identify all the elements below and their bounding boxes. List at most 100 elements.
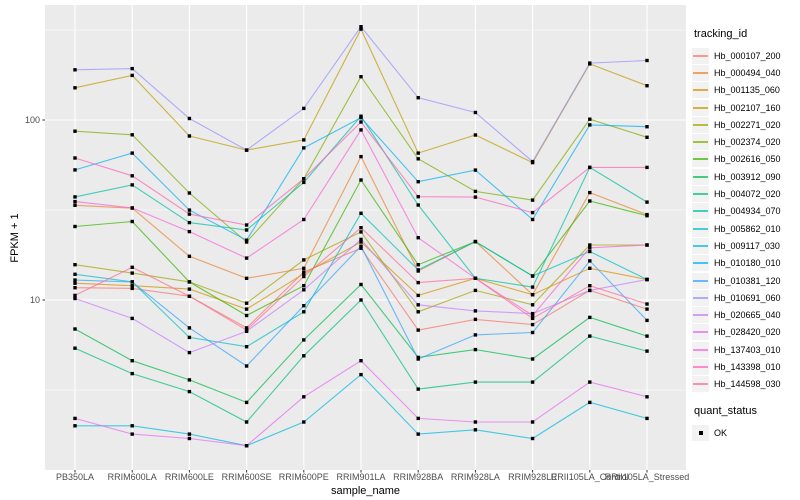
legend-key xyxy=(692,220,709,237)
quant-status-label: OK xyxy=(714,427,728,438)
data-point xyxy=(588,315,592,320)
data-point xyxy=(473,420,478,424)
data-point xyxy=(473,195,478,199)
data-point xyxy=(588,199,592,203)
data-point xyxy=(73,416,77,421)
legend-key xyxy=(692,116,709,133)
data-point xyxy=(302,274,306,279)
legend-color-line-icon xyxy=(693,262,708,265)
legend-label: Hb_143398_010 xyxy=(714,361,781,372)
data-point xyxy=(645,302,649,306)
legend-color-line-icon xyxy=(693,158,708,161)
data-point xyxy=(473,317,478,322)
legend-label: Hb_003912_090 xyxy=(714,171,781,182)
legend: tracking_id Hb_000107_200 Hb_000494_040 Hb… xyxy=(692,28,800,441)
data-point xyxy=(244,301,249,305)
legend-key xyxy=(692,237,709,254)
data-point xyxy=(302,284,306,288)
data-point xyxy=(244,228,249,232)
ok-marker-key xyxy=(692,424,709,441)
legend-item-Hb_002616_050: Hb_002616_050 xyxy=(692,151,800,168)
data-point xyxy=(473,276,478,280)
data-point xyxy=(473,110,478,115)
legend-key xyxy=(692,289,709,306)
legend-item-Hb_002107_160: Hb_002107_160 xyxy=(692,99,800,116)
quant-status-item: OK xyxy=(692,424,800,441)
legend-key xyxy=(692,376,709,393)
data-point xyxy=(359,237,363,242)
legend-item-Hb_003912_090: Hb_003912_090 xyxy=(692,168,800,185)
data-point xyxy=(73,195,77,199)
data-point xyxy=(416,195,420,199)
legend-item-Hb_143398_010: Hb_143398_010 xyxy=(692,358,800,375)
legend-label: Hb_028420_020 xyxy=(714,327,781,338)
data-point xyxy=(588,117,592,121)
data-point xyxy=(302,420,306,424)
data-point xyxy=(302,395,306,399)
legend-key xyxy=(692,186,709,203)
legend-label: Hb_010381_120 xyxy=(714,275,781,286)
data-point xyxy=(588,288,592,293)
legend-label: Hb_002107_160 xyxy=(714,102,781,113)
legend-key xyxy=(692,203,709,220)
legend-label: Hb_009117_030 xyxy=(714,240,780,251)
data-point xyxy=(416,432,420,436)
data-point xyxy=(473,428,478,432)
data-point xyxy=(588,165,592,170)
legend-item-Hb_004934_070: Hb_004934_070 xyxy=(692,203,800,220)
data-point xyxy=(130,424,134,428)
data-point xyxy=(187,432,192,436)
data-point xyxy=(588,284,592,288)
data-point xyxy=(416,357,420,361)
legend-label: Hb_144598_030 xyxy=(714,379,781,390)
data-point xyxy=(588,380,592,384)
data-point xyxy=(244,148,249,152)
legend-item-Hb_010691_060: Hb_010691_060 xyxy=(692,289,800,306)
data-point xyxy=(473,189,478,194)
data-point xyxy=(302,180,306,185)
legend-color-line-icon xyxy=(693,89,708,92)
data-point xyxy=(187,191,192,195)
data-point xyxy=(187,134,192,138)
data-point xyxy=(473,239,478,244)
legend-color-line-icon xyxy=(693,54,708,57)
data-point xyxy=(645,243,649,247)
data-point xyxy=(302,146,306,150)
data-point xyxy=(359,75,363,79)
data-point xyxy=(302,177,306,181)
data-point xyxy=(359,178,363,182)
data-point xyxy=(416,293,420,298)
legend-item-Hb_001135_060: Hb_001135_060 xyxy=(692,82,800,99)
data-point xyxy=(187,280,192,284)
legend-label: Hb_002616_050 xyxy=(714,154,781,165)
legend-key xyxy=(692,255,709,272)
legend-key xyxy=(692,151,709,168)
data-point xyxy=(416,203,420,207)
legend-color-line-icon xyxy=(693,383,708,386)
data-point xyxy=(73,293,77,298)
data-point xyxy=(302,106,306,111)
legend-label: Hb_004072_020 xyxy=(714,189,781,200)
data-point xyxy=(244,364,249,368)
legend-items: Hb_000107_200 Hb_000494_040 Hb_001135_060 H… xyxy=(692,47,800,393)
data-point xyxy=(645,277,649,282)
data-point xyxy=(73,263,77,267)
data-point xyxy=(244,223,249,227)
data-point xyxy=(187,254,192,258)
data-point xyxy=(130,271,134,275)
data-point xyxy=(73,86,77,90)
x-tick-label: RRIM928LE xyxy=(508,472,557,482)
data-point xyxy=(530,217,535,222)
legend-key xyxy=(692,134,709,151)
data-point xyxy=(244,400,249,405)
data-point xyxy=(130,432,134,436)
data-point xyxy=(588,266,592,270)
data-point xyxy=(244,276,249,280)
data-point xyxy=(130,151,134,155)
data-point xyxy=(244,326,249,330)
legend-color-line-icon xyxy=(693,175,708,178)
legend-item-Hb_000494_040: Hb_000494_040 xyxy=(692,64,800,81)
data-point xyxy=(130,219,134,224)
data-point xyxy=(73,199,77,204)
